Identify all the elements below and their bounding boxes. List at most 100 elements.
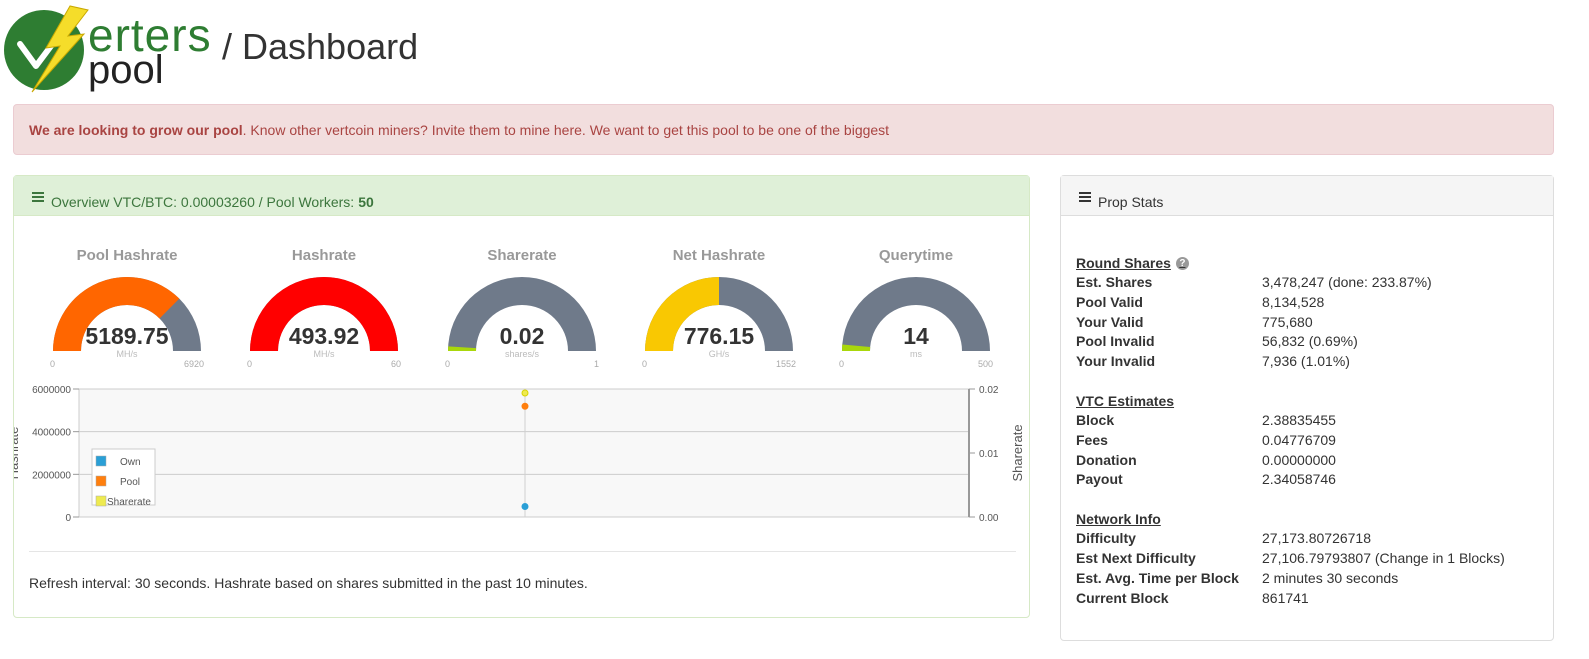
y-tick-label: 4000000: [32, 428, 71, 439]
stat-value: 2.38835455: [1262, 411, 1336, 428]
info-icon[interactable]: ?: [1175, 256, 1189, 270]
gauge-arc: [250, 277, 398, 351]
gauge-fill: [842, 344, 871, 351]
overview-panel: Overview VTC/BTC: 0.00003260 / Pool Work…: [6, 175, 1030, 618]
y2-axis-label: Sharerate: [1010, 424, 1025, 481]
menu-icon: [1079, 191, 1091, 202]
gauge-fill: [53, 277, 180, 351]
gauge-arc: [53, 277, 201, 351]
stat-row: Your Invalid 7,936 (1.01%): [1076, 352, 1546, 372]
stat-label: Difficulty: [1076, 530, 1136, 547]
gauge-sharerate: Sharerate 0.02 shares/s 0 1: [427, 236, 617, 376]
stat-label: Your Valid: [1076, 313, 1144, 330]
stat-label: Block: [1076, 411, 1115, 428]
stats-section-network-info: Network Info Difficulty 27,173.80726718 Est…: [1076, 509, 1546, 608]
stat-row: Payout 2.34058746: [1076, 470, 1546, 490]
refresh-note: Refresh interval: 30 seconds. Hashrate b…: [29, 575, 588, 591]
stat-label: Pool Invalid: [1076, 333, 1155, 350]
gauge-arc: [842, 277, 990, 351]
stats-section-title: Round Shares?: [1076, 253, 1546, 273]
stat-value: 3,478,247 (done: 233.87%): [1262, 274, 1432, 290]
stat-row: Est. Avg. Time per Block 2 minutes 30 sec…: [1076, 569, 1546, 589]
stat-row: Pool Invalid 56,832 (0.69%): [1076, 332, 1546, 352]
gauge-track: [842, 277, 990, 351]
y2-tick-label: 0.02: [979, 385, 999, 396]
stats-section-round-shares: Round Shares? Est. Shares 3,478,247 (done:…: [1076, 253, 1546, 372]
stats-section-title-text: VTC Estimates: [1076, 392, 1175, 409]
gauge-max: 500: [977, 359, 993, 369]
stat-label: Current Block: [1076, 589, 1169, 606]
logo-text-bottom: pool: [88, 48, 164, 92]
alert-banner: We are looking to grow our pool. Know ot…: [13, 104, 1554, 155]
gauge-fill: [448, 346, 477, 351]
gauge-max: 1552: [775, 359, 796, 369]
gauge-querytime: Querytime 14 ms 0 500: [821, 236, 1011, 376]
gauge-unit: ms: [910, 349, 922, 359]
stat-value: 861741: [1262, 589, 1309, 606]
gauge-title: Hashrate: [291, 247, 357, 264]
stat-value: 27,173.80726718: [1262, 530, 1371, 547]
gauge-net-hashrate: Net Hashrate 776.15 GH/s 0 1552: [624, 236, 814, 376]
legend-swatch: [95, 475, 107, 487]
stat-label: Est Next Difficulty: [1076, 549, 1196, 566]
gauge-unit: GH/s: [708, 349, 730, 359]
stat-label: Est. Shares: [1076, 274, 1153, 290]
gauge-title: Net Hashrate: [672, 247, 766, 264]
prop-stats-heading: Prop Stats: [1061, 176, 1553, 216]
stat-value: 7,936 (1.01%): [1262, 353, 1350, 370]
stat-label: Est. Avg. Time per Block: [1076, 569, 1239, 586]
stat-label: Payout: [1076, 471, 1123, 488]
point-own: [521, 502, 529, 510]
plot-area: [78, 388, 970, 518]
gauge-unit: MH/s: [313, 349, 335, 359]
stat-value: 56,832 (0.69%): [1262, 333, 1358, 350]
stat-label: Pool Valid: [1076, 293, 1143, 310]
overview-heading-text: Overview VTC/BTC: 0.00003260 / Pool Work…: [51, 193, 355, 210]
gauge-hashrate: Hashrate 493.92 MH/s 0 60: [229, 236, 419, 376]
legend-label: Sharerate: [107, 497, 151, 508]
gauge-max: 1: [593, 359, 599, 369]
stat-value: 0.00000000: [1262, 451, 1336, 468]
gauge-min: 0: [839, 359, 845, 369]
stat-label: Fees: [1076, 431, 1108, 448]
overview-heading: Overview VTC/BTC: 0.00003260 / Pool Work…: [14, 176, 1029, 216]
logo-emblem: [4, 5, 89, 93]
y-tick-label: 6000000: [32, 385, 71, 396]
stat-label: Donation: [1076, 451, 1137, 468]
gauge-unit: MH/s: [116, 349, 138, 359]
stat-value: 775,680: [1262, 313, 1313, 330]
prop-stats-panel: Prop Stats Round Shares? Est. Shares 3,478…: [1060, 175, 1554, 641]
stat-row: Pool Valid 8,134,528: [1076, 293, 1546, 313]
stat-row: Block 2.38835455: [1076, 411, 1546, 431]
legend-label: Pool: [120, 477, 140, 488]
stats-section-vtc-estimates: VTC Estimates Block 2.38835455 Fees 0.047767…: [1076, 391, 1546, 490]
alert-text: . Know other vertcoin miners? Invite the…: [242, 122, 890, 138]
point-pool: [521, 402, 529, 410]
stat-row: Your Valid 775,680: [1076, 313, 1546, 333]
y-axis-label: Hashrate: [14, 427, 21, 480]
prop-stats-title: Prop Stats: [1098, 193, 1164, 210]
y-tick-label: 2000000: [32, 470, 71, 481]
logo-text-top: erters: [88, 9, 212, 61]
gauge-value: 776.15: [683, 323, 755, 349]
legend-swatch: [95, 455, 107, 467]
gauge-max: 6920: [183, 359, 204, 369]
y2-tick-label: 0.00: [979, 513, 999, 524]
logo[interactable]: erters pool: [2, 4, 212, 96]
y-tick-label: 0: [65, 513, 71, 524]
hashrate-chart-svg: 6000000 4000000 2000000 0 0.02 0.01 0.00 Hashra…: [6, 385, 1025, 524]
gauge-arc: [645, 277, 793, 351]
gauge-title: Pool Hashrate: [76, 247, 178, 264]
pool-workers-count: 50: [358, 193, 374, 210]
stat-row: Difficulty 27,173.80726718: [1076, 529, 1546, 549]
gauge-fill: [645, 277, 719, 351]
stat-row: Est Next Difficulty 27,106.79793807 (Chan…: [1076, 549, 1546, 569]
gauge-min: 0: [247, 359, 253, 369]
gauge-min: 0: [642, 359, 648, 369]
stat-value: 8,134,528: [1262, 293, 1325, 310]
page-header: erters pool / Dashboard: [0, 0, 700, 100]
gauge-value: 493.92: [288, 323, 360, 349]
point-sharerate: [521, 389, 529, 397]
stat-label: Your Invalid: [1076, 353, 1156, 370]
gauge-track: [448, 277, 596, 351]
